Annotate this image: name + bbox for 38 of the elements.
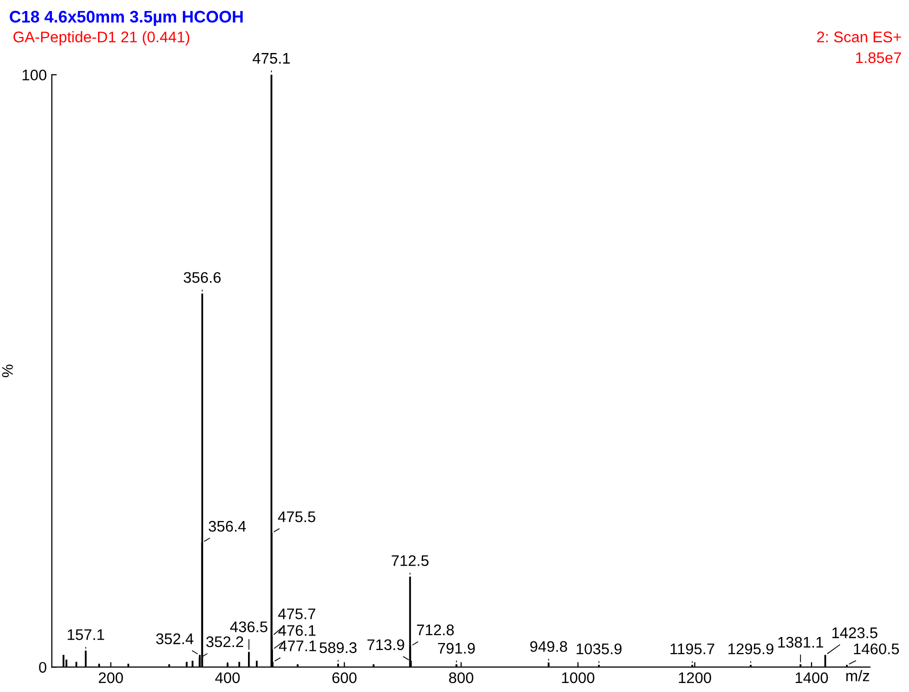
annotation: 712.5 [392,555,429,566]
annotation: 475.5 [278,512,316,522]
x-tick-label: 1400 [796,672,828,684]
annotation: 477.1 [278,640,316,652]
x-tick-label: 200 [98,672,123,684]
annotation: 1295.9 [728,643,774,654]
chart-subtitle: GA-Peptide-D1 21 (0.441) [13,31,190,46]
annotation: 1381.1 [778,636,824,648]
annotation: 1423.5 [832,627,878,638]
annotation: 1460.5 [854,643,899,654]
annotation: 476.1 [278,625,316,636]
y-axis-title: % [2,364,13,378]
text: 1.85e7 [856,52,901,64]
text: 2: Scan ES+ [817,32,901,42]
annotation: 475.1 [252,53,290,64]
annotation: 712.8 [417,624,454,636]
annotation: 791.9 [438,642,475,654]
y-tick-label: 0 [39,662,46,673]
x-tick-label: 800 [449,672,474,684]
x-axis-title: m/z [846,670,870,682]
annotation: 352.4 [156,633,194,644]
chart-title: C18 4.6x50mm 3.5µm HCOOH [10,10,243,26]
annotation: 949.8 [530,641,568,652]
annotation: 1195.7 [670,643,714,654]
x-tick-label: 400 [215,672,240,684]
x-tick-label: 600 [332,672,357,684]
annotation: 352.2 [206,636,244,648]
annotation: 356.6 [184,272,221,283]
annotation: 436.5 [230,621,268,632]
annotation: 475.7 [278,608,316,620]
annotation: 157.1 [68,629,104,640]
annotation: 589.3 [320,642,357,654]
x-tick-label: 1200 [678,672,712,684]
x-tick-label: 1000 [562,672,594,684]
annotation: 1035.9 [576,643,622,654]
y-tick-label: 100 [22,70,46,80]
annotation: 713.9 [367,639,404,650]
annotation: 356.4 [208,520,246,532]
